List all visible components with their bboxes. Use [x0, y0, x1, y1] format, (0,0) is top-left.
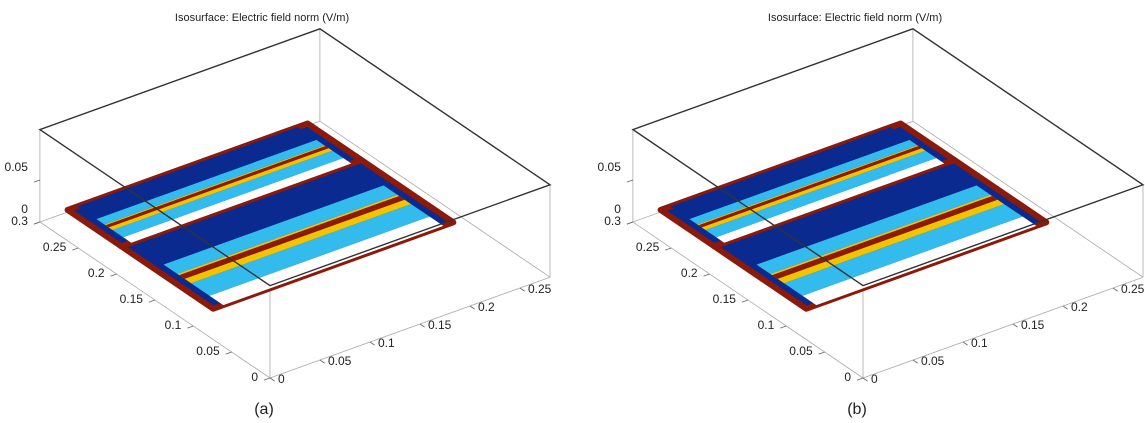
- x-tick-label: 0.1: [378, 336, 395, 350]
- z-tick-label: 0: [614, 202, 621, 216]
- y-tick-label: 0.25: [636, 240, 660, 254]
- y-tick-label: 0.1: [758, 318, 775, 332]
- y-tick: [665, 247, 672, 251]
- y-tick: [703, 273, 710, 277]
- box-top: [38, 28, 552, 287]
- x-tick-label: 0.15: [428, 318, 452, 332]
- x-tick: [1012, 323, 1018, 328]
- isosurface-band: [724, 163, 977, 265]
- x-tick-label: 0.05: [328, 354, 352, 368]
- z-tick-label: 0: [21, 202, 28, 216]
- z-tick: [626, 221, 634, 225]
- isosurface-band: [716, 158, 945, 243]
- y-tick: [110, 273, 117, 277]
- isosurface-band: [209, 216, 444, 306]
- y-tick: [187, 325, 194, 329]
- z-tick: [33, 221, 41, 225]
- x-tick: [269, 377, 275, 382]
- x-tick: [1062, 305, 1068, 310]
- x-tick-label: 0.25: [1121, 282, 1145, 296]
- y-tick-label: 0.1: [165, 318, 182, 332]
- caption: (b): [847, 401, 867, 418]
- isosurface-band: [756, 185, 991, 274]
- x-tick: [912, 359, 918, 364]
- x-tick: [1112, 287, 1118, 292]
- y-tick-label: 0.25: [43, 240, 67, 254]
- x-tick-label: 0.05: [921, 354, 945, 368]
- isosurface-band: [179, 195, 405, 279]
- x-tick-label: 0.1: [971, 336, 988, 350]
- isosurface-band: [163, 185, 398, 274]
- box-edge: [862, 276, 1144, 379]
- box-edge: [319, 120, 551, 278]
- y-tick-label: 0: [844, 370, 851, 384]
- isosurface-band: [705, 150, 937, 238]
- z-tick: [626, 179, 634, 183]
- y-tick: [818, 351, 825, 355]
- isosurface-band: [123, 158, 352, 243]
- y-tick-label: 0.3: [604, 214, 621, 228]
- x-tick: [319, 359, 325, 364]
- y-tick-label: 0.2: [681, 266, 698, 280]
- plot-panel: Isosurface: Electric field norm (V/m) (a)…: [5, 12, 552, 418]
- x-tick: [419, 323, 425, 328]
- y-tick-label: 0.05: [789, 344, 813, 358]
- x-tick: [962, 341, 968, 346]
- isosurface-band: [112, 150, 344, 238]
- isosurface-band: [105, 146, 329, 228]
- z-tick-label: 0.05: [598, 160, 622, 174]
- y-tick: [225, 351, 232, 355]
- box-edge: [912, 120, 1144, 278]
- x-tick-label: 0.2: [478, 300, 495, 314]
- plot-panel: Isosurface: Electric field norm (V/m) (b)…: [598, 12, 1145, 418]
- plot-title: Isosurface: Electric field norm (V/m): [768, 12, 942, 24]
- x-tick-label: 0: [871, 372, 878, 386]
- isosurface-band: [698, 146, 922, 228]
- caption: (a): [254, 401, 274, 418]
- y-tick: [780, 325, 787, 329]
- z-tick-label: 0.05: [5, 160, 29, 174]
- x-tick: [369, 341, 375, 346]
- isosurface-band: [96, 139, 325, 225]
- y-tick: [148, 299, 156, 303]
- isosurface-band: [772, 195, 998, 279]
- plot-title: Isosurface: Electric field norm (V/m): [175, 12, 349, 24]
- x-tick-label: 0: [278, 372, 285, 386]
- y-tick: [72, 247, 79, 251]
- y-tick: [856, 377, 864, 381]
- isosurface-band: [802, 216, 1037, 306]
- box-edge: [269, 276, 551, 379]
- y-tick-label: 0.3: [11, 214, 28, 228]
- y-tick-label: 0.15: [120, 292, 144, 306]
- isosurface-band: [689, 139, 918, 225]
- x-tick: [862, 377, 868, 382]
- x-tick-label: 0.15: [1021, 318, 1045, 332]
- x-tick-label: 0.25: [528, 282, 552, 296]
- x-tick: [519, 287, 525, 292]
- y-tick-label: 0: [251, 370, 258, 384]
- y-tick-label: 0.2: [88, 266, 105, 280]
- y-tick-label: 0.05: [196, 344, 220, 358]
- z-tick: [33, 179, 41, 183]
- y-tick-label: 0.15: [713, 292, 737, 306]
- x-tick-label: 0.2: [1071, 300, 1088, 314]
- y-tick: [741, 299, 749, 303]
- isosurface-band: [131, 163, 384, 265]
- y-tick: [263, 377, 271, 381]
- x-tick: [469, 305, 475, 310]
- box-top: [631, 28, 1145, 287]
